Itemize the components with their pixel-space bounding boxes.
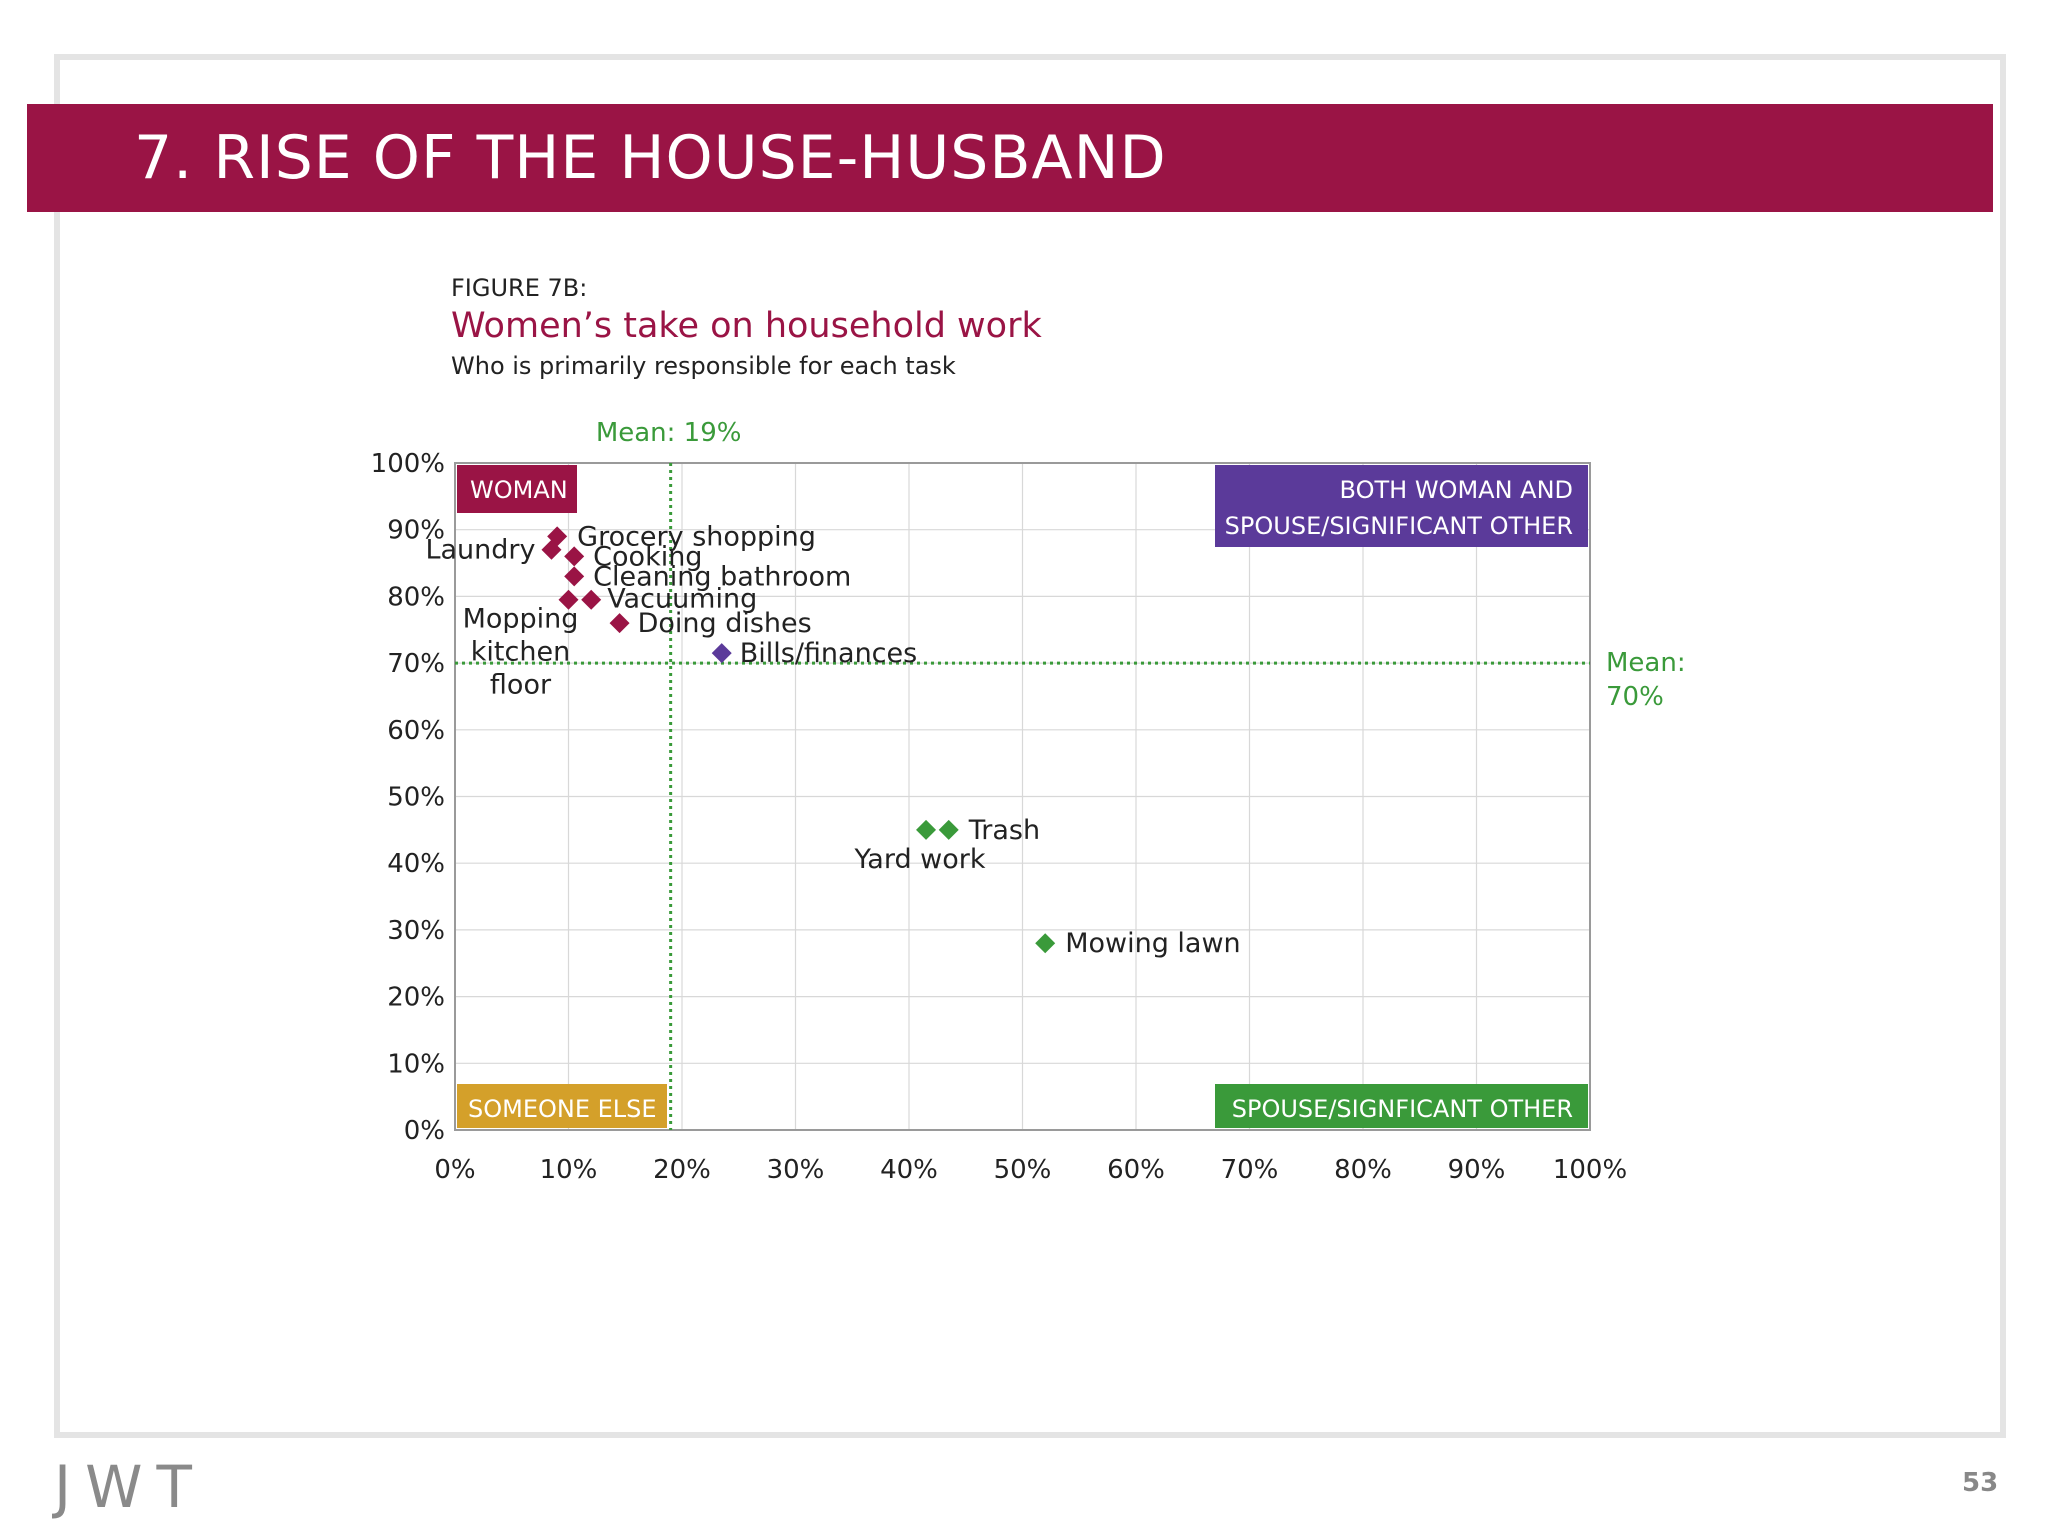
- x-tick-label: 100%: [1553, 1155, 1627, 1185]
- data-point-label: Yard work: [854, 844, 986, 875]
- y-tick-label: 90%: [387, 516, 445, 546]
- page-number: 53: [1962, 1468, 1999, 1498]
- x-tick-label: 60%: [1107, 1155, 1165, 1185]
- quadrant-woman-box: [457, 465, 577, 513]
- mean-lines: Mean: 19% Mean: 70%: [455, 418, 1686, 1130]
- quadrant-both-label-line1: BOTH WOMAN AND: [1340, 476, 1573, 504]
- data-point-marker: [558, 589, 579, 610]
- x-tick-label: 90%: [1448, 1155, 1506, 1185]
- x-tick-label: 30%: [767, 1155, 825, 1185]
- data-point-label: floor: [490, 670, 552, 701]
- data-point-label: Vacuuming: [607, 584, 757, 615]
- jwt-logo: JWT: [51, 1453, 202, 1529]
- data-point-marker: [564, 546, 585, 567]
- logo-text: JWT: [52, 1455, 202, 1521]
- data-point-marker: [541, 539, 562, 560]
- axis-ticks: 0% 10% 20% 30% 40% 50% 60% 70% 80% 90% 100% 0% 10% 20…: [371, 449, 1628, 1185]
- plot-border: [454, 462, 1591, 1131]
- quadrant-spouse-box: [1215, 1084, 1588, 1128]
- x-tick-label: 10%: [540, 1155, 598, 1185]
- x-tick-label: 50%: [994, 1155, 1052, 1185]
- data-point-marker: [938, 819, 959, 840]
- y-tick-label: 30%: [387, 916, 445, 946]
- quadrant-someone-else-label: SOMEONE ELSE: [468, 1095, 657, 1123]
- mean-x-label: Mean: 19%: [596, 418, 742, 448]
- mean-y-label-line1: Mean:: [1606, 648, 1686, 678]
- quadrant-labels: WOMAN BOTH WOMAN AND SPOUSE/SIGNIFICANT OT…: [457, 465, 1588, 1128]
- y-tick-label: 100%: [371, 449, 445, 479]
- quadrant-both-box: [1215, 465, 1588, 547]
- slide-title: 7. RISE OF THE HOUSE-HUSBAND: [134, 123, 1167, 193]
- data-point-label: Cleaning bathroom: [593, 561, 851, 592]
- y-tick-label: 80%: [387, 582, 445, 612]
- title-bar: [27, 104, 1993, 212]
- quadrant-both-label-line2: SPOUSE/SIGNIFICANT OTHER: [1225, 512, 1573, 540]
- data-point-marker: [711, 643, 732, 664]
- data-point-label: kitchen: [471, 637, 570, 668]
- data-point-label: Mopping: [463, 604, 579, 635]
- x-tick-label: 0%: [434, 1155, 475, 1185]
- data-point-label: Cooking: [593, 541, 702, 572]
- data-point-marker: [609, 613, 630, 634]
- mean-y-label-line2: 70%: [1606, 682, 1664, 712]
- chart-grid: [454, 462, 1591, 1131]
- data-point-marker: [1035, 933, 1056, 954]
- data-point-label: Doing dishes: [638, 608, 812, 639]
- data-point-label: Mowing lawn: [1065, 928, 1240, 959]
- data-point-marker: [581, 589, 602, 610]
- quadrant-woman-label: WOMAN: [470, 476, 568, 504]
- data-point-marker: [916, 819, 937, 840]
- quadrant-someone-else-box: [457, 1084, 667, 1128]
- x-tick-label: 20%: [653, 1155, 711, 1185]
- y-tick-label: 10%: [387, 1049, 445, 1079]
- figure-label: FIGURE 7B:: [451, 274, 588, 302]
- y-tick-label: 50%: [387, 783, 445, 813]
- x-tick-label: 70%: [1221, 1155, 1279, 1185]
- data-point-label: Trash: [968, 815, 1040, 846]
- quadrant-spouse-label: SPOUSE/SIGNFICANT OTHER: [1232, 1095, 1573, 1123]
- figure-subtitle: Who is primarily responsible for each ta…: [451, 352, 956, 380]
- y-tick-label: 40%: [387, 849, 445, 879]
- data-point-label: Bills/finances: [740, 638, 918, 669]
- data-point-label: Laundry: [425, 535, 535, 566]
- y-tick-label: 70%: [387, 649, 445, 679]
- y-tick-label: 0%: [404, 1116, 445, 1146]
- x-tick-label: 40%: [880, 1155, 938, 1185]
- data-point-marker: [564, 566, 585, 587]
- data-point-label: Grocery shopping: [577, 521, 816, 552]
- figure-title: Women’s take on household work: [451, 306, 1042, 346]
- y-tick-label: 60%: [387, 716, 445, 746]
- x-tick-label: 80%: [1334, 1155, 1392, 1185]
- y-tick-label: 20%: [387, 983, 445, 1013]
